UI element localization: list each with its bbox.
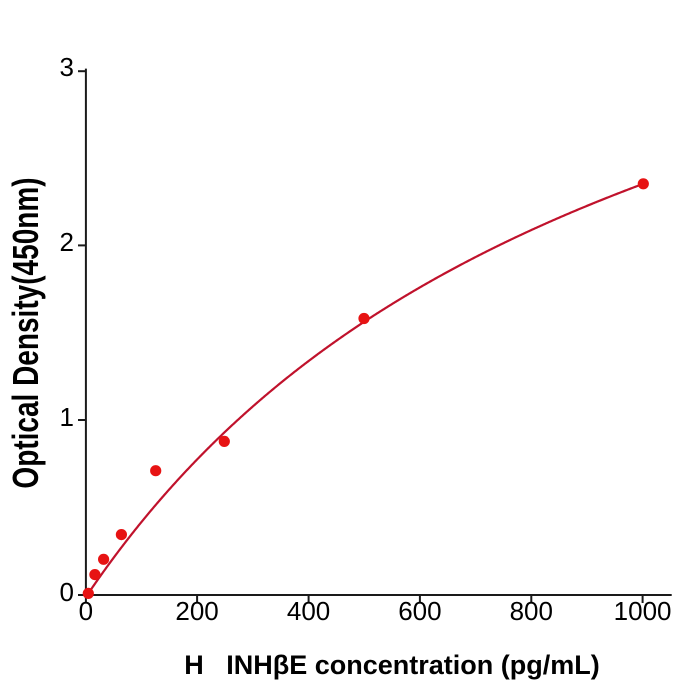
- svg-text:600: 600: [398, 596, 441, 626]
- svg-text:3: 3: [60, 52, 74, 82]
- svg-text:400: 400: [287, 596, 330, 626]
- svg-text:0: 0: [79, 596, 93, 626]
- svg-text:1: 1: [60, 402, 74, 432]
- svg-text:800: 800: [510, 596, 553, 626]
- svg-text:0: 0: [60, 577, 74, 607]
- svg-text:H INHβE concentration (pg/mL: H INHβE concentration (pg/mL): [184, 650, 599, 680]
- svg-text:Optical Density(450nm): Optical Density(450nm): [5, 177, 45, 488]
- svg-text:200: 200: [175, 596, 218, 626]
- svg-text:1000: 1000: [614, 596, 672, 626]
- svg-text:2: 2: [60, 227, 74, 257]
